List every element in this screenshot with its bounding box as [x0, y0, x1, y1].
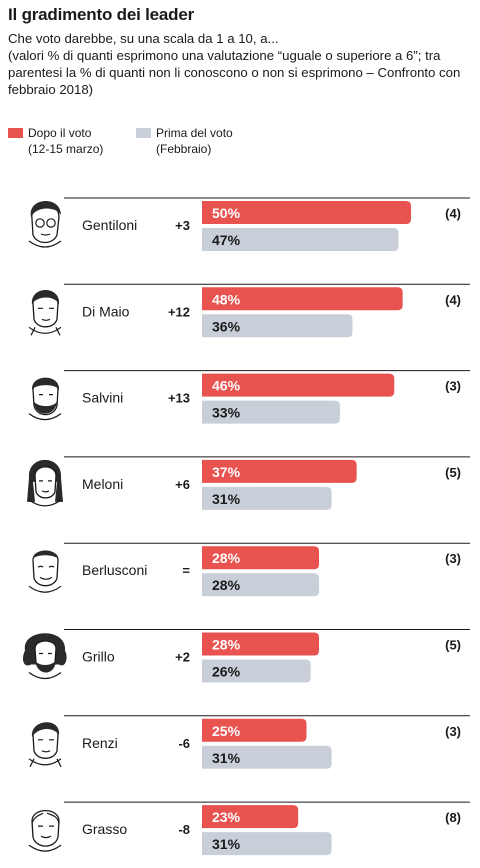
bar-before-meloni: [202, 486, 332, 510]
row-salvini: 46% 33% (3) Salvini +13: [22, 370, 470, 424]
value-before: 31%: [212, 491, 241, 507]
leader-name: Salvini: [82, 390, 123, 406]
leader-name: Gentiloni: [82, 217, 137, 233]
bar-before-berlusconi: [202, 573, 320, 597]
value-before: 28%: [212, 577, 241, 593]
portrait-meloni: [22, 458, 68, 507]
no-opinion-value: (8): [445, 810, 461, 825]
value-after: 37%: [212, 464, 241, 480]
no-opinion-value: (3): [445, 724, 461, 739]
bar-after-grillo: [202, 632, 320, 656]
change-value: -6: [178, 736, 190, 751]
value-after: 25%: [212, 723, 241, 739]
row-meloni: 37% 31% (5) Meloni +6: [22, 456, 470, 510]
bar-after-meloni: [202, 459, 357, 483]
portrait-berlusconi: [22, 545, 68, 593]
bar-before-grillo: [202, 659, 311, 683]
portrait-gentiloni: [22, 200, 68, 248]
bar-before-renzi: [202, 745, 332, 769]
bar-after-renzi: [202, 718, 307, 742]
row-berlusconi: 28% 28% (3) Berlusconi =: [22, 542, 470, 597]
no-opinion-value: (5): [445, 638, 461, 653]
value-after: 28%: [212, 637, 241, 653]
change-value: +13: [168, 391, 190, 406]
value-before: 31%: [212, 836, 241, 852]
value-after: 28%: [212, 550, 241, 566]
value-before: 31%: [212, 750, 241, 766]
portrait-di-maio: [22, 286, 68, 336]
portrait-salvini: [22, 372, 68, 421]
value-before: 26%: [212, 664, 241, 680]
bar-after-salvini: [202, 373, 395, 397]
change-value: +6: [175, 477, 190, 492]
chart-subtitle: Che voto darebbe, su una scala da 1 a 10…: [8, 30, 474, 98]
portrait-grasso: [22, 804, 68, 852]
legend-after-label: Dopo il voto: [28, 126, 92, 140]
value-before: 33%: [212, 405, 241, 421]
leader-name: Meloni: [82, 476, 123, 492]
no-opinion-value: (4): [445, 206, 461, 221]
value-after: 48%: [212, 291, 241, 307]
leader-name: Grasso: [82, 821, 127, 837]
value-before: 47%: [212, 232, 241, 248]
no-opinion-value: (4): [445, 292, 461, 307]
bar-before-grasso: [202, 832, 332, 856]
bar-before-gentiloni: [202, 228, 399, 251]
leader-name: Di Maio: [82, 303, 130, 319]
row-grillo: 28% 26% (5) Grillo +2: [22, 629, 470, 683]
legend-after-swatch: [8, 128, 23, 138]
row-gentiloni: 50% 47% (4) Gentiloni +3: [22, 197, 470, 251]
chart-title: Il gradimento dei leader: [8, 5, 195, 24]
bar-after-berlusconi: [202, 546, 320, 570]
no-opinion-value: (5): [445, 465, 461, 480]
legend-before-label: Prima del voto: [156, 126, 233, 140]
bar-after-gentiloni: [202, 201, 411, 224]
value-after: 50%: [212, 205, 241, 221]
no-opinion-value: (3): [445, 379, 461, 394]
row-renzi: 25% 31% (3) Renzi -6: [22, 715, 470, 769]
change-value: +12: [168, 304, 190, 319]
legend-after: Dopo il voto (12-15 marzo): [8, 125, 103, 157]
change-value: -8: [178, 822, 190, 837]
change-value: =: [182, 563, 190, 578]
change-value: +2: [175, 650, 190, 665]
leader-name: Renzi: [82, 735, 118, 751]
leader-name: Berlusconi: [82, 562, 147, 578]
portrait-renzi: [22, 717, 68, 768]
bar-before-salvini: [202, 400, 340, 424]
legend-before-period: (Febbraio): [156, 142, 212, 156]
change-value: +3: [175, 218, 190, 233]
value-after: 23%: [212, 809, 241, 825]
legend-after-period: (12-15 marzo): [28, 142, 104, 156]
leader-name: Grillo: [82, 649, 115, 665]
value-after: 46%: [212, 378, 241, 394]
row-di-maio: 48% 36% (4) Di Maio +12: [22, 283, 470, 338]
legend-before: Prima del voto (Febbraio): [136, 125, 233, 157]
legend-before-swatch: [136, 128, 151, 138]
subtitle-note: (valori % di quanti esprimono una valuta…: [8, 48, 461, 97]
row-grasso: 23% 31% (8) Grasso -8: [22, 801, 470, 856]
no-opinion-value: (3): [445, 551, 461, 566]
value-before: 36%: [212, 318, 241, 334]
bar-after-di-maio: [202, 287, 403, 311]
bar-before-di-maio: [202, 314, 353, 338]
subtitle-question: Che voto darebbe, su una scala da 1 a 10…: [8, 31, 279, 46]
bar-after-grasso: [202, 805, 299, 829]
portrait-grillo: [22, 631, 68, 680]
